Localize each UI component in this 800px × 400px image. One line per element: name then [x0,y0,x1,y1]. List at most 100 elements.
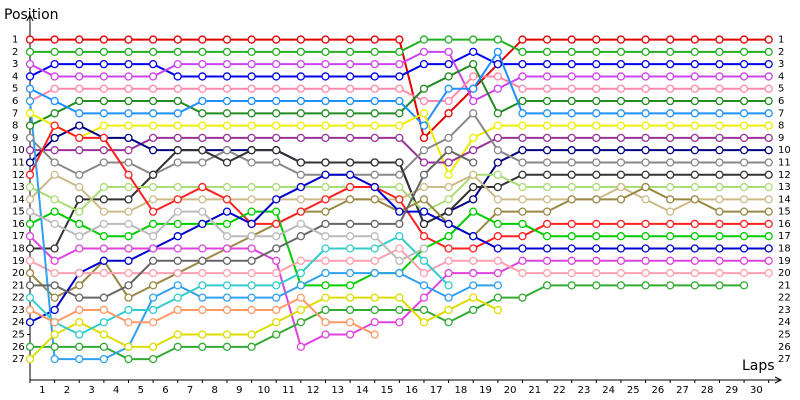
lap-marker [493,207,502,216]
lap-marker [542,109,552,118]
lap-marker [493,146,502,155]
lap-marker [567,121,576,130]
x-tick-label: 10 [258,385,271,396]
lap-marker [419,207,429,216]
lap-marker [493,293,502,302]
lap-marker [50,305,59,315]
lap-marker [518,170,527,179]
lap-marker [370,305,379,315]
lap-marker [75,121,84,130]
lap-marker [641,47,650,57]
lap-marker [764,170,773,179]
lap-marker [666,35,675,44]
lap-marker [518,232,527,241]
lap-marker [493,268,502,278]
lap-marker [370,244,379,253]
lap-marker [124,354,133,364]
lap-marker [25,84,35,93]
lap-marker [173,268,182,278]
lap-marker [616,47,626,57]
lap-marker [272,219,281,229]
x-axis-label: Laps [742,358,775,374]
lap-marker [75,244,84,253]
lap-marker [75,84,84,93]
lap-marker [666,244,675,253]
lap-marker [419,281,429,290]
lap-marker [444,219,453,229]
lap-marker [690,96,699,106]
lap-marker [50,170,59,179]
lap-marker [395,96,404,106]
lap-marker [247,256,256,265]
lap-marker [370,318,379,327]
lap-marker [50,158,59,167]
lap-marker [444,207,453,216]
lap-marker [592,109,601,118]
y-tick-label: 1 [12,35,18,46]
lap-marker [148,47,158,57]
lap-marker [666,170,675,179]
lap-marker [296,281,306,290]
lap-marker [247,47,256,57]
y-tick-label: 13 [12,182,25,193]
lap-marker [444,133,453,143]
x-tick-label: 7 [187,385,193,396]
lap-marker [148,121,158,130]
y-tick-label-right: 13 [778,182,791,193]
lap-marker [493,195,502,204]
lap-marker [173,342,182,351]
lap-marker [567,158,576,167]
lap-marker [247,109,256,118]
lap-marker [124,109,133,118]
lap-marker [370,109,379,118]
lap-marker [25,219,35,229]
lap-marker [124,60,133,69]
lap-marker [567,35,576,44]
lap-marker [198,268,207,278]
lap-marker [616,268,626,278]
lap-marker [641,195,650,204]
lap-marker [690,60,699,69]
lap-marker [444,96,453,106]
lap-marker [173,330,182,339]
lap-marker [272,305,281,315]
x-tick-label: 27 [676,385,689,396]
lap-marker [321,158,330,167]
lap-marker [567,244,576,253]
lap-marker [173,244,182,253]
lap-marker [296,170,306,179]
lap-marker [690,195,699,204]
lap-marker [739,84,749,93]
lap-marker [542,268,552,278]
lap-marker [321,330,330,339]
lap-marker [321,281,330,290]
lap-marker [173,281,182,290]
y-tick-label-right: 24 [778,317,791,328]
lap-marker [296,109,306,118]
lap-marker [198,109,207,118]
lap-marker [542,195,552,204]
lap-marker [493,232,502,241]
lap-marker [715,158,724,167]
lap-marker [296,219,306,229]
lap-marker [419,293,429,302]
lap-marker [321,293,330,302]
lap-marker [25,207,35,216]
lap-marker [321,305,330,315]
lap-marker [469,133,478,143]
y-tick-label-right: 22 [778,293,791,304]
lap-marker [690,146,699,155]
lap-marker [247,60,256,69]
x-tick-label: 14 [356,385,369,396]
lap-marker [469,158,478,167]
lap-marker [25,60,35,69]
lap-marker [395,256,404,265]
lap-marker [395,47,404,57]
lap-marker [419,133,429,143]
lap-marker [715,170,724,179]
lap-marker [493,256,502,265]
lap-marker [124,35,133,44]
lap-marker [272,47,281,57]
lap-marker [592,232,601,241]
lap-marker [764,219,773,229]
